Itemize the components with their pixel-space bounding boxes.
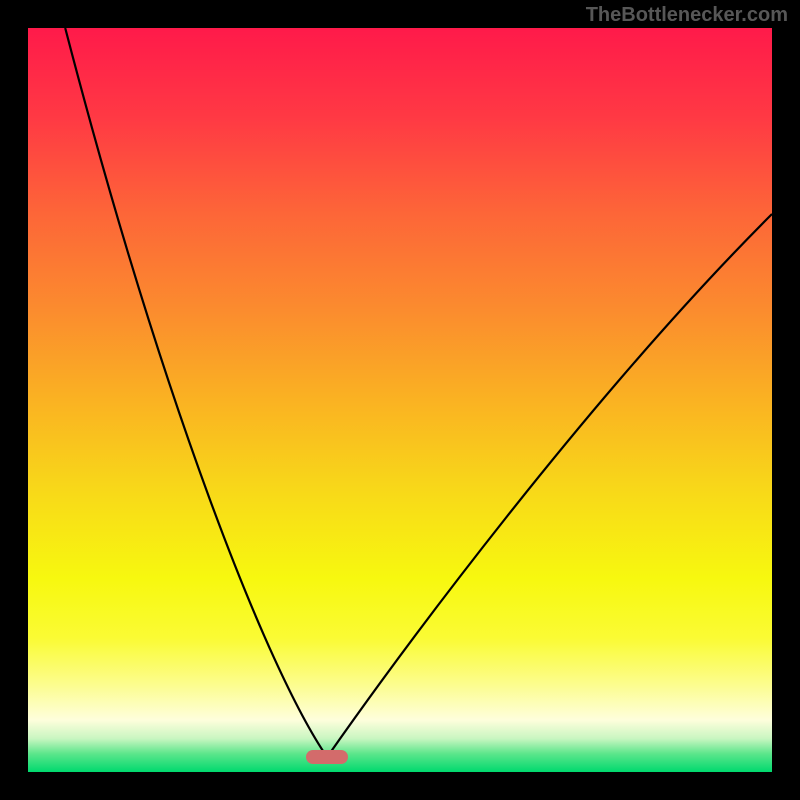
plot-area <box>28 28 772 772</box>
watermark-text: TheBottlenecker.com <box>586 4 788 27</box>
bottleneck-curve <box>28 28 772 772</box>
optimal-marker <box>306 750 348 764</box>
